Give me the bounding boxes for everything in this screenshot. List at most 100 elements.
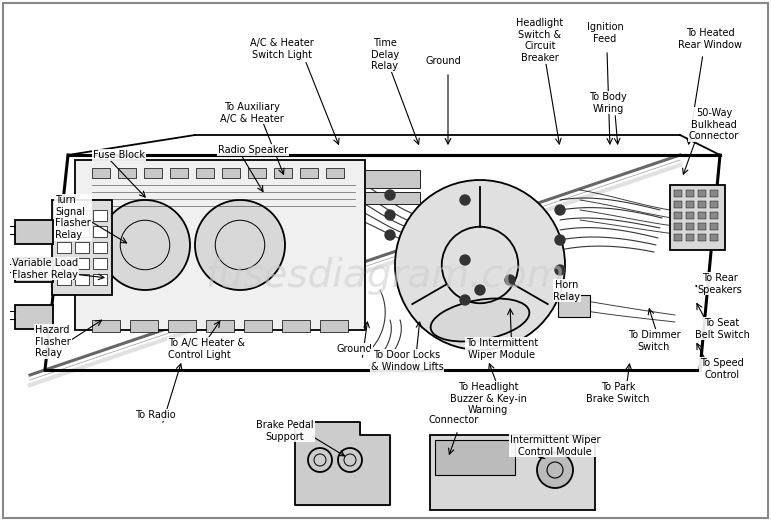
Bar [130,320,158,332]
Bar [282,320,310,332]
Bar [320,320,348,332]
Bar [93,274,107,285]
Bar [698,190,706,197]
Circle shape [555,205,565,215]
Bar [686,234,694,241]
FancyBboxPatch shape [3,3,768,518]
Text: A/C & Heater
Switch Light: A/C & Heater Switch Light [250,38,314,59]
Circle shape [385,210,395,220]
Text: Ignition
Feed: Ignition Feed [587,22,624,44]
Bar [75,210,89,221]
FancyBboxPatch shape [15,220,53,244]
Circle shape [475,285,485,295]
Text: Connector: Connector [429,415,479,425]
Bar [326,168,344,178]
Text: To Heated
Rear Window: To Heated Rear Window [678,28,742,49]
Text: To Headlight
Buzzer & Key-in
Warning: To Headlight Buzzer & Key-in Warning [449,382,527,415]
Bar [698,212,706,219]
Bar [710,223,718,230]
FancyBboxPatch shape [52,200,112,295]
Text: Time
Delay
Relay: Time Delay Relay [371,38,399,71]
Bar [686,201,694,208]
Bar [686,223,694,230]
Bar [710,234,718,241]
Text: To Body
Wiring: To Body Wiring [589,92,627,114]
Circle shape [460,195,470,205]
Polygon shape [295,422,390,505]
Text: Hazard
Flasher
Relay: Hazard Flasher Relay [35,325,71,358]
Circle shape [460,255,470,265]
Text: To Auxiliary
A/C & Heater: To Auxiliary A/C & Heater [221,102,284,123]
Bar [92,168,110,178]
Text: Turn
Signal
Flasher
Relay: Turn Signal Flasher Relay [55,195,91,240]
Circle shape [555,235,565,245]
FancyBboxPatch shape [15,305,53,329]
Text: To Speed
Control: To Speed Control [700,358,744,380]
Bar [222,168,240,178]
Bar [57,226,71,237]
FancyBboxPatch shape [670,185,725,250]
Text: 50-Way
Bulkhead
Connector: 50-Way Bulkhead Connector [689,108,739,141]
Circle shape [314,454,326,466]
Bar [244,320,272,332]
Bar [170,168,188,178]
Bar [365,192,420,204]
Text: fusesdiagram.com: fusesdiagram.com [206,257,565,295]
Text: Brake Pedal
Support: Brake Pedal Support [256,420,314,442]
Bar [144,168,162,178]
Bar [300,168,318,178]
Bar [710,201,718,208]
Circle shape [195,200,285,290]
Bar [698,223,706,230]
Bar [75,274,89,285]
Circle shape [344,454,356,466]
Bar [674,190,682,197]
Bar [57,210,71,221]
Bar [674,212,682,219]
Text: Intermittent Wiper
Control Module: Intermittent Wiper Control Module [510,435,601,456]
Bar [248,168,266,178]
Bar [698,201,706,208]
Circle shape [100,200,190,290]
Bar [57,274,71,285]
Bar [196,168,214,178]
Bar [365,170,420,188]
FancyBboxPatch shape [435,440,515,475]
Bar [710,212,718,219]
Bar [710,190,718,197]
Text: Radio Speaker: Radio Speaker [218,145,288,155]
Bar [674,201,682,208]
Text: To Dimmer
Switch: To Dimmer Switch [628,330,680,352]
Text: Headlight
Switch &
Circuit
Breaker: Headlight Switch & Circuit Breaker [517,18,564,63]
Bar [168,320,196,332]
Circle shape [395,180,565,350]
Bar [93,242,107,253]
FancyBboxPatch shape [15,258,53,282]
Bar [674,234,682,241]
Bar [75,226,89,237]
Text: To Intermittent
Wiper Module: To Intermittent Wiper Module [466,338,538,359]
Bar [206,320,234,332]
Bar [93,210,107,221]
Bar [57,258,71,269]
Bar [274,168,292,178]
Bar [698,234,706,241]
Bar [93,258,107,269]
Circle shape [555,265,565,275]
Text: To Rear
Speakers: To Rear Speakers [698,273,742,294]
Circle shape [505,275,515,285]
Bar [92,320,120,332]
Bar [686,190,694,197]
Text: To A/C Heater &
Control Light: To A/C Heater & Control Light [168,338,245,359]
Text: To Seat
Belt Switch: To Seat Belt Switch [695,318,749,340]
Text: To Radio: To Radio [135,410,175,420]
Bar [118,168,136,178]
Text: Ground: Ground [425,56,461,66]
Text: To Door Locks
& Window Lifts: To Door Locks & Window Lifts [371,350,443,371]
Text: Ground: Ground [336,344,372,354]
Bar [75,242,89,253]
Bar [674,223,682,230]
Bar [93,226,107,237]
Bar [686,212,694,219]
Bar [75,258,89,269]
